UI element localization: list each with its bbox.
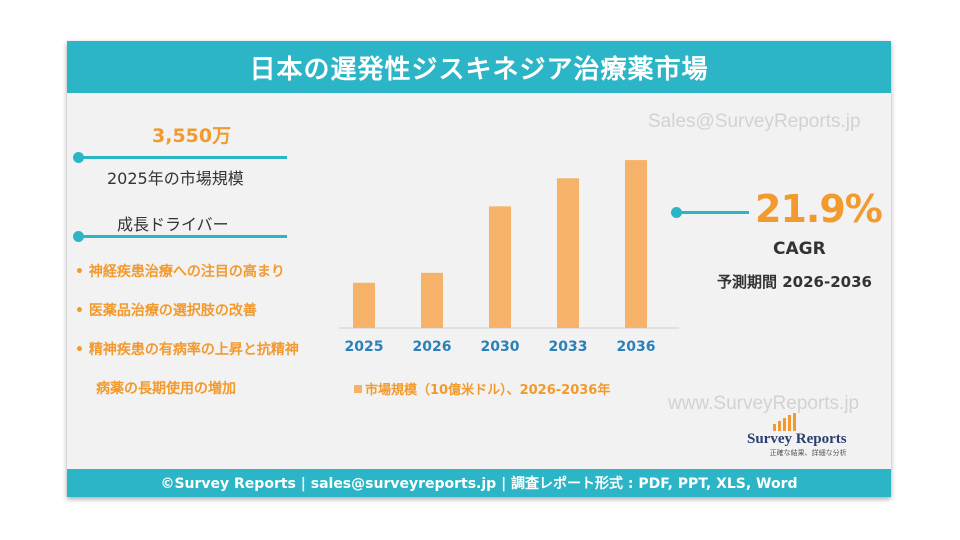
market-size-value: 3,550万 (152, 125, 232, 147)
header-banner: 日本の遅発性ジスキネジア治療薬市場 (67, 41, 891, 93)
bar-2030 (489, 206, 511, 328)
market-rule-dot (73, 152, 84, 163)
driver-item-3-continuation: 病薬の長期使用の増加 (96, 381, 236, 397)
cagr-value: 21.9% (755, 187, 883, 231)
survey-reports-logo: Survey Reports 正確な結果、詳細な分析 (747, 413, 847, 458)
logo-name: Survey Reports (747, 431, 847, 447)
forecast-period: 予測期間 2026-2036 (717, 273, 872, 291)
x-tick-2033: 2033 (549, 339, 588, 355)
driver-bullet-1: • 神経疾患治療への注目の高まり (75, 264, 285, 280)
x-tick-2026: 2026 (413, 339, 452, 355)
footer-banner: ©Survey Reports | sales@surveyreports.jp… (67, 469, 891, 497)
drivers-heading: 成長ドライバー (117, 215, 229, 234)
x-tick-2025: 2025 (345, 339, 384, 355)
cagr-rule-dot (671, 207, 682, 218)
driver-bullet-2: • 医薬品治療の選択肢の改善 (75, 303, 257, 319)
bar-2026 (421, 272, 443, 328)
footer-text: ©Survey Reports | sales@surveyreports.jp… (160, 476, 798, 492)
bar-2025 (353, 282, 375, 328)
legend-label: 市場規模（10億米ドル）、2026-2036年 (365, 383, 611, 398)
driver-item-1: 神経疾患治療への注目の高まり (88, 264, 285, 280)
cagr-label: CAGR (773, 239, 826, 259)
chart-legend: 市場規模（10億米ドル）、2026-2036年 (354, 379, 610, 398)
drivers-rule-dot (73, 231, 84, 242)
market-rule-line (79, 156, 287, 159)
page-title: 日本の遅発性ジスキネジア治療薬市場 (249, 54, 709, 85)
driver-item-3: 精神疾患の有病率の上昇と抗精神 (88, 342, 299, 358)
bar-2033 (557, 178, 579, 328)
bar-2036 (625, 160, 647, 328)
x-tick-2030: 2030 (481, 339, 520, 355)
watermark-site: www.SurveyReports.jp (668, 393, 860, 414)
market-bar-chart: 2025 2026 2030 2033 2036 (339, 160, 679, 355)
logo-bars-icon (773, 413, 796, 431)
infographic-card: 日本の遅発性ジスキネジア治療薬市場 Sales@SurveyReports.jp… (67, 41, 891, 497)
driver-item-2: 医薬品治療の選択肢の改善 (88, 303, 257, 319)
logo-tagline: 正確な結果、詳細な分析 (769, 449, 847, 457)
x-tick-2036: 2036 (617, 339, 656, 355)
drivers-rule-line (79, 235, 287, 238)
legend-swatch (354, 384, 362, 393)
cagr-rule-line (677, 211, 749, 214)
driver-bullet-3: • 精神疾患の有病率の上昇と抗精神 (75, 342, 299, 358)
watermark-email: Sales@SurveyReports.jp (648, 111, 861, 132)
market-size-label: 2025年の市場規模 (107, 169, 244, 188)
